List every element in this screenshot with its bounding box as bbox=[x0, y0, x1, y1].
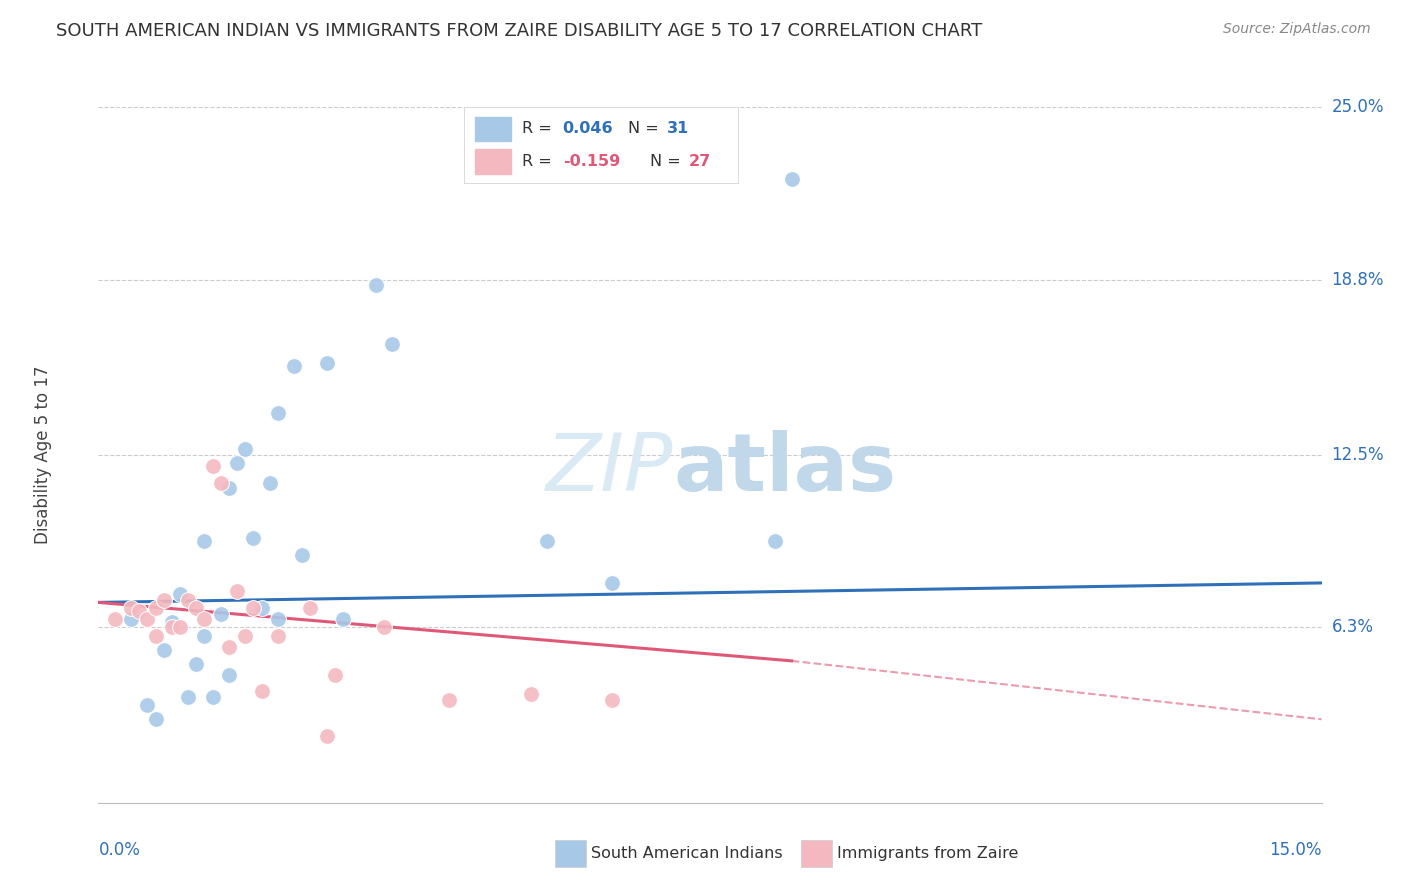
Point bbox=[152, 592, 174, 607]
Text: 27: 27 bbox=[689, 154, 711, 169]
Point bbox=[283, 359, 305, 373]
Point bbox=[763, 534, 786, 549]
Point bbox=[145, 712, 167, 726]
Point bbox=[291, 548, 314, 562]
Text: 0.046: 0.046 bbox=[562, 120, 613, 136]
Point bbox=[381, 336, 404, 351]
Point bbox=[160, 615, 183, 629]
Point bbox=[128, 604, 150, 618]
Point bbox=[250, 684, 273, 698]
Point bbox=[145, 629, 167, 643]
Point bbox=[193, 534, 215, 549]
Text: 0.0%: 0.0% bbox=[98, 841, 141, 859]
Point bbox=[267, 406, 290, 420]
Point bbox=[177, 690, 200, 704]
Point bbox=[323, 667, 346, 681]
Point bbox=[600, 693, 623, 707]
Point bbox=[373, 620, 395, 634]
Point bbox=[315, 729, 337, 743]
Point bbox=[218, 667, 240, 681]
Point bbox=[193, 612, 215, 626]
Point bbox=[209, 607, 232, 621]
Point bbox=[169, 587, 191, 601]
Point bbox=[242, 601, 264, 615]
Point bbox=[201, 458, 224, 473]
Point bbox=[600, 576, 623, 591]
Text: -0.159: -0.159 bbox=[562, 154, 620, 169]
Point bbox=[299, 601, 322, 615]
Point bbox=[218, 481, 240, 495]
Point bbox=[186, 601, 208, 615]
Point bbox=[104, 612, 127, 626]
Point bbox=[226, 584, 249, 599]
Point bbox=[201, 690, 224, 704]
Text: Source: ZipAtlas.com: Source: ZipAtlas.com bbox=[1223, 22, 1371, 37]
Point bbox=[780, 172, 803, 186]
FancyBboxPatch shape bbox=[475, 150, 510, 174]
Point bbox=[242, 532, 264, 546]
Point bbox=[315, 356, 337, 370]
Point bbox=[267, 612, 290, 626]
Point bbox=[136, 612, 159, 626]
Point bbox=[169, 620, 191, 634]
Point bbox=[218, 640, 240, 654]
Point bbox=[233, 629, 256, 643]
FancyBboxPatch shape bbox=[475, 117, 510, 141]
Point bbox=[160, 620, 183, 634]
Point bbox=[209, 475, 232, 490]
Text: R =: R = bbox=[522, 120, 557, 136]
Point bbox=[519, 687, 541, 701]
Text: SOUTH AMERICAN INDIAN VS IMMIGRANTS FROM ZAIRE DISABILITY AGE 5 TO 17 CORRELATIO: SOUTH AMERICAN INDIAN VS IMMIGRANTS FROM… bbox=[56, 22, 983, 40]
Point bbox=[226, 456, 249, 470]
Point bbox=[364, 278, 387, 293]
Text: 18.8%: 18.8% bbox=[1331, 270, 1384, 289]
Text: 15.0%: 15.0% bbox=[1270, 841, 1322, 859]
Point bbox=[177, 592, 200, 607]
Point bbox=[120, 601, 142, 615]
Text: R =: R = bbox=[522, 154, 557, 169]
Point bbox=[536, 534, 558, 549]
Text: N =: N = bbox=[651, 154, 686, 169]
Text: ZIP: ZIP bbox=[546, 430, 673, 508]
Point bbox=[136, 698, 159, 713]
Text: 12.5%: 12.5% bbox=[1331, 446, 1384, 464]
Point bbox=[186, 657, 208, 671]
Text: South American Indians: South American Indians bbox=[591, 847, 782, 861]
Point bbox=[267, 629, 290, 643]
Point bbox=[120, 612, 142, 626]
Text: atlas: atlas bbox=[673, 430, 897, 508]
Text: 31: 31 bbox=[666, 120, 689, 136]
Point bbox=[250, 601, 273, 615]
Point bbox=[437, 693, 460, 707]
Point bbox=[145, 601, 167, 615]
Point bbox=[152, 642, 174, 657]
Text: Immigrants from Zaire: Immigrants from Zaire bbox=[837, 847, 1018, 861]
Point bbox=[332, 612, 354, 626]
Point bbox=[259, 475, 281, 490]
Text: N =: N = bbox=[628, 120, 665, 136]
Text: Disability Age 5 to 17: Disability Age 5 to 17 bbox=[34, 366, 52, 544]
Point bbox=[233, 442, 256, 457]
Text: 25.0%: 25.0% bbox=[1331, 98, 1384, 116]
Text: 6.3%: 6.3% bbox=[1331, 618, 1374, 637]
Point bbox=[193, 629, 215, 643]
